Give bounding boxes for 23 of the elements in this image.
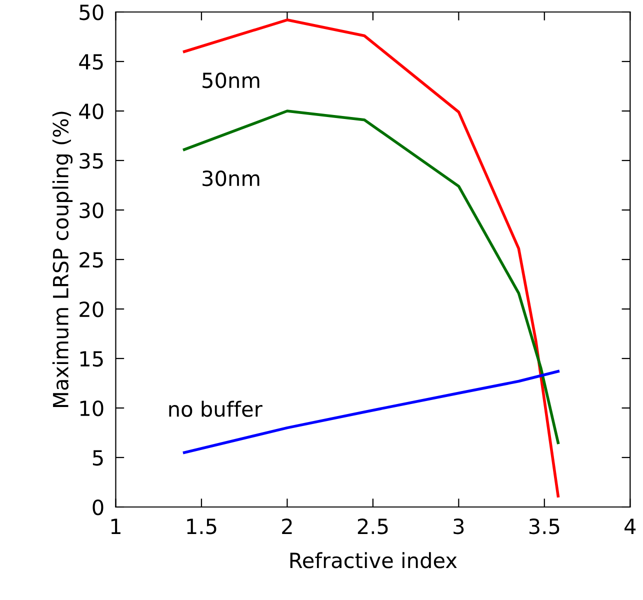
y-tick-label: 25	[80, 252, 103, 268]
y-tick-label: 40	[79, 103, 104, 120]
x-axis-title: Refractive index	[290, 552, 457, 568]
y-tick-label: 5	[92, 450, 103, 466]
y-tick-label: 50	[80, 4, 104, 20]
x-tick-label: 3.5	[529, 518, 560, 534]
x-tick-label: 4	[624, 518, 636, 534]
x-tick-label: 1.5	[187, 518, 216, 534]
y-tick-label: 15	[80, 351, 103, 367]
x-tick-label: 1	[111, 518, 120, 534]
y-tick-label: 30	[80, 202, 104, 218]
x-tick-label: 2	[282, 518, 292, 534]
y-tick-label: 10	[80, 400, 104, 416]
x-tick-label: 3	[454, 518, 464, 534]
x-tick-label: 2.5	[358, 518, 388, 534]
y-axis-title: Maximum LRSP coupling (%)	[52, 112, 73, 407]
y-tick-label: 20	[80, 301, 104, 318]
y-tick-label: 0	[92, 499, 104, 516]
series-label: no buffer	[169, 400, 262, 417]
series-label: 50nm	[202, 72, 260, 88]
y-tick-label: 45	[79, 54, 103, 70]
series-label: 30nm	[202, 170, 260, 186]
y-tick-label: 35	[80, 152, 103, 169]
